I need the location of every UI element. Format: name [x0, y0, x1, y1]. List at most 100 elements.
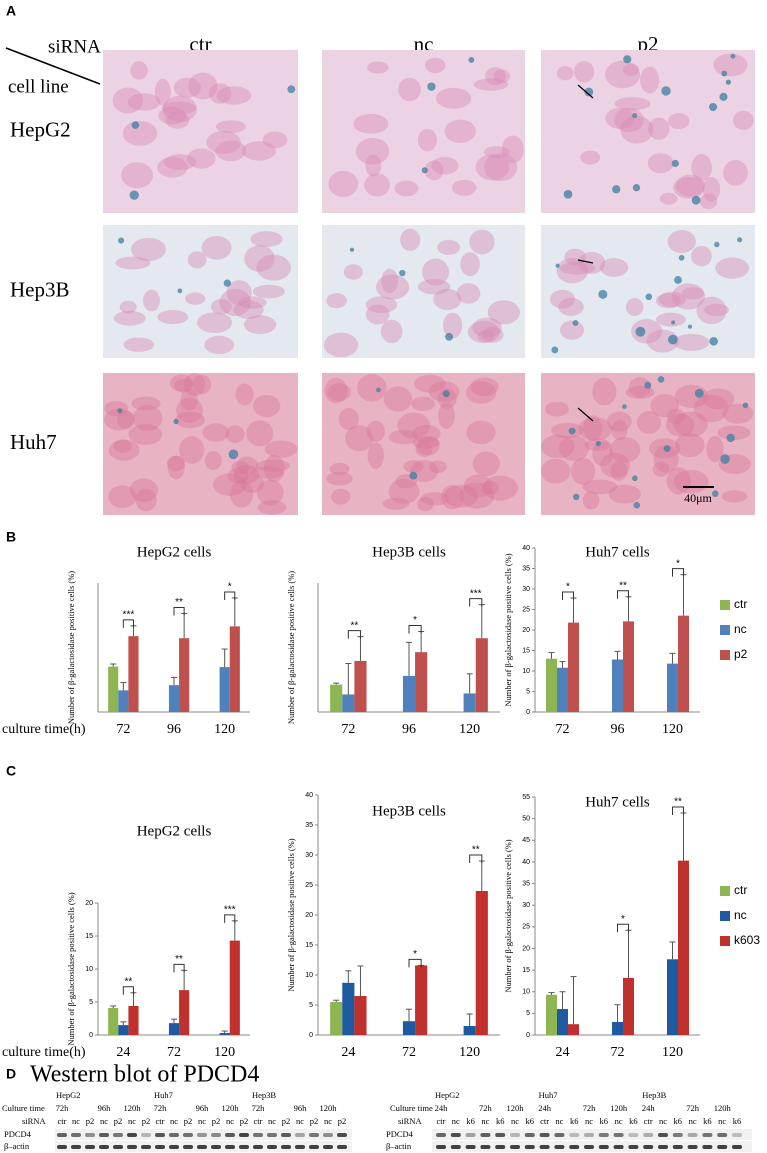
blot-band: [598, 1133, 609, 1137]
bar: [546, 658, 557, 712]
y-tick-label: 35: [522, 565, 530, 572]
sirna-value: nc: [268, 1116, 276, 1126]
cell: [324, 377, 348, 404]
arrow: [577, 84, 594, 99]
blot-band: [113, 1133, 123, 1137]
blot-band: [465, 1145, 476, 1149]
time-value: 24h: [538, 1103, 552, 1113]
cell: [326, 293, 347, 309]
blot-band: [281, 1145, 291, 1149]
blot-band: [211, 1145, 221, 1149]
sirna-value: nc: [689, 1116, 697, 1126]
cell: [443, 484, 479, 508]
cell: [411, 396, 435, 412]
legend-label: ctr: [734, 597, 747, 611]
cell: [206, 130, 241, 154]
significance-label: *: [413, 949, 417, 960]
blot-band: [628, 1145, 639, 1149]
bar: [354, 660, 367, 712]
time-value: 72h: [154, 1103, 168, 1113]
significance-label: ***: [123, 609, 135, 620]
cell: [244, 245, 275, 272]
panel-label: D: [6, 1066, 16, 1082]
y-tick-label: 0: [309, 1032, 313, 1039]
x-tick-label: 120: [459, 1045, 480, 1060]
micrograph: [322, 373, 525, 515]
significance-bracket: [617, 590, 629, 599]
stain: [720, 454, 730, 464]
cell: [226, 280, 252, 306]
blot-band: [239, 1133, 249, 1137]
cell: [113, 439, 132, 453]
cell: [472, 317, 502, 338]
cell: [656, 312, 686, 327]
cell: [355, 137, 390, 165]
blot-band: [309, 1145, 319, 1149]
sirna-value: nc: [481, 1116, 489, 1126]
cell: [667, 113, 690, 129]
sirna-value: p2: [240, 1116, 249, 1126]
cell: [628, 377, 652, 398]
sirna-value: nc: [100, 1116, 108, 1126]
cell: [435, 87, 472, 109]
stain: [399, 269, 406, 277]
bar: [557, 1009, 568, 1035]
chart-title: HepG2 cells: [137, 544, 212, 560]
stain: [671, 320, 676, 325]
y-tick-label: 40: [522, 859, 530, 866]
arrow: [577, 407, 594, 422]
sirna-value: nc: [659, 1116, 667, 1126]
bar: [475, 638, 488, 712]
blot-band: [732, 1133, 742, 1137]
micrograph: [103, 373, 298, 515]
cell: [466, 420, 496, 445]
x-tick-label: 96: [402, 722, 416, 737]
blot-band: [197, 1133, 207, 1137]
stain: [595, 440, 601, 447]
cell: [433, 288, 462, 311]
cell: [483, 146, 510, 159]
cell: [167, 455, 185, 480]
chart-title: Huh7 cells: [585, 794, 650, 810]
sirna-value: k6: [703, 1116, 712, 1126]
stain: [563, 189, 573, 199]
bar: [342, 694, 355, 712]
blot-band: [267, 1145, 277, 1149]
sirna-value: k6: [629, 1116, 638, 1126]
stain: [633, 501, 641, 509]
stain: [667, 334, 678, 345]
blot-band: [197, 1145, 207, 1149]
y-axis-label: Number of β-galactosidase positive cells…: [66, 571, 76, 724]
legend-label: k603: [734, 933, 760, 947]
cell: [715, 257, 750, 279]
significance-label: **: [175, 954, 183, 965]
cell: [382, 497, 410, 510]
legend-swatch: [720, 650, 730, 660]
x-tick-label: 72: [611, 1045, 625, 1060]
cell: [121, 162, 154, 189]
chart-title: Hep3B cells: [372, 544, 446, 560]
cell: [428, 460, 447, 474]
stain: [445, 332, 454, 341]
x-tick-label: 120: [214, 722, 235, 737]
cell: [417, 128, 438, 152]
bar: [612, 659, 623, 712]
significance-bracket: [672, 806, 684, 816]
blot-band: [169, 1145, 179, 1149]
x-axis-label: culture time(h): [2, 722, 86, 737]
blot-row-label: β–actin: [4, 1141, 30, 1151]
blot-band: [323, 1133, 333, 1137]
cell: [338, 407, 359, 431]
cell: [691, 154, 712, 181]
blot-band: [57, 1145, 67, 1149]
cell: [559, 320, 584, 340]
x-tick-label: 24: [556, 1045, 570, 1060]
blot-band: [717, 1133, 728, 1137]
significance-label: **: [351, 620, 359, 631]
cell: [388, 429, 419, 445]
micrograph-bg: [322, 225, 525, 358]
stain: [584, 87, 594, 97]
cell: [501, 135, 524, 164]
cell: [472, 451, 500, 477]
